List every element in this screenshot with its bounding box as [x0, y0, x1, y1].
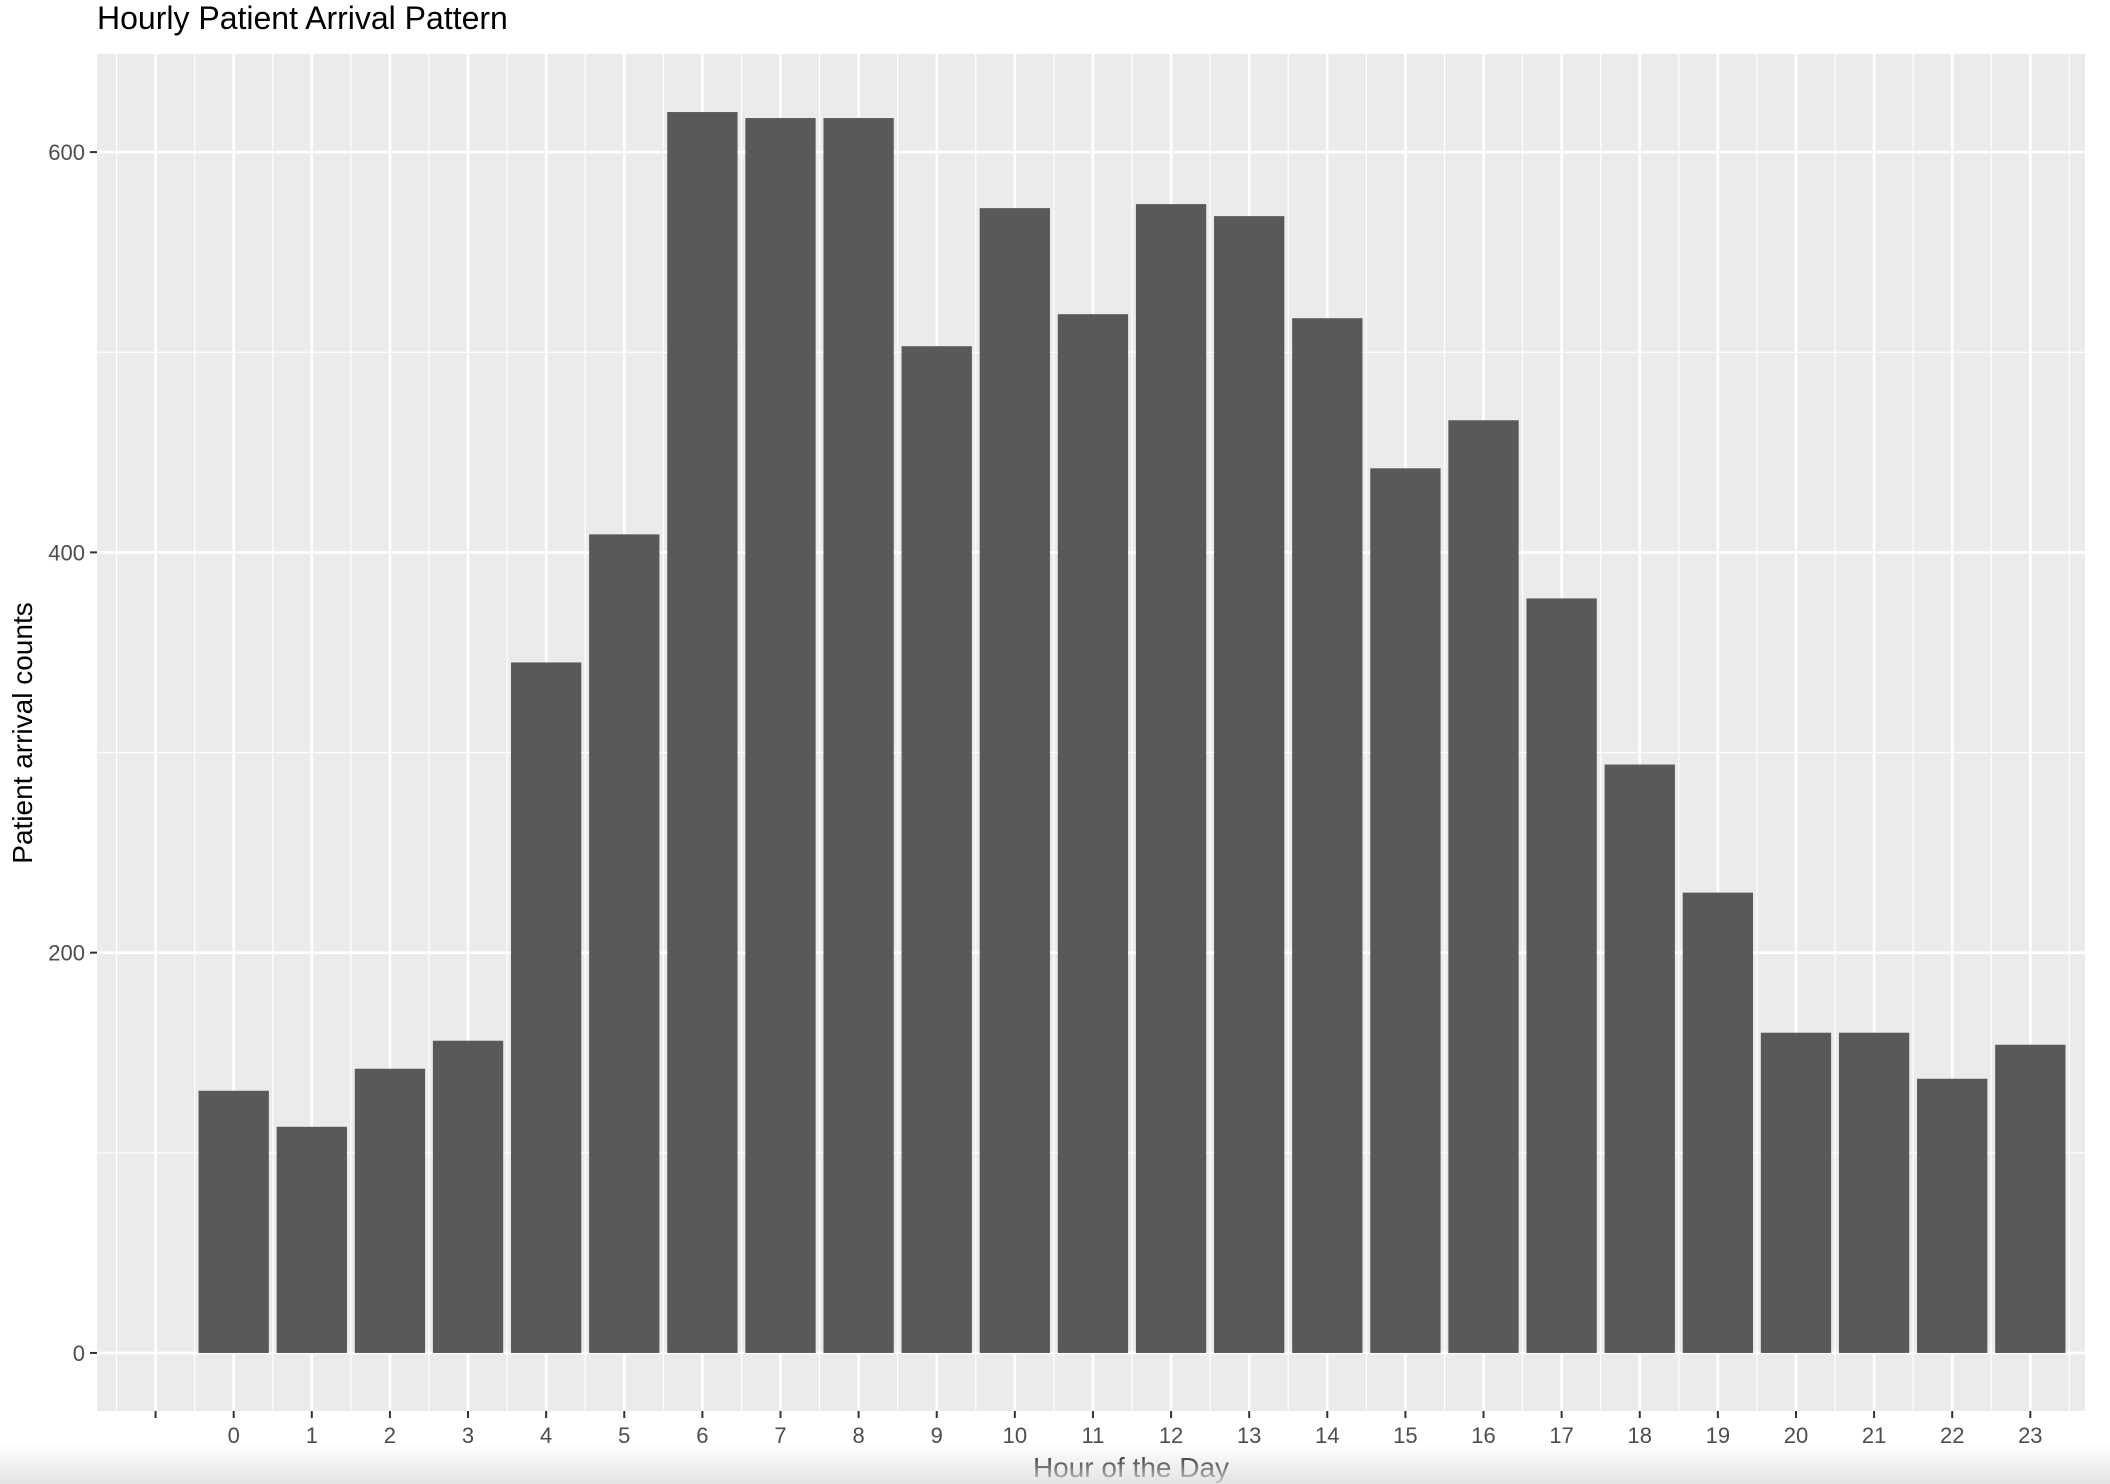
bar-hour-4 — [511, 662, 582, 1353]
x-tick-label: 21 — [1862, 1423, 1886, 1448]
x-tick-label: 9 — [931, 1423, 943, 1448]
x-tick-label: 18 — [1628, 1423, 1652, 1448]
y-axis-ticks: 0 200 400 600 — [48, 140, 97, 1366]
bar-hour-18 — [1604, 764, 1675, 1353]
y-axis-title: Patient arrival counts — [7, 602, 38, 863]
x-tick-label: 3 — [462, 1423, 474, 1448]
x-tick-label: 23 — [2018, 1423, 2042, 1448]
x-axis-ticks: 0 1 2 3 4 5 6 7 8 9 10 11 12 13 14 15 16 17 18 19 20 21 22 23 — [154, 1411, 2043, 1448]
bar-hour-1 — [276, 1126, 347, 1353]
x-tick-label: 12 — [1159, 1423, 1183, 1448]
minor-gridlines — [97, 54, 2085, 1411]
x-tick-label: 5 — [618, 1423, 630, 1448]
bar-hour-14 — [1292, 318, 1363, 1353]
chart-title: Hourly Patient Arrival Pattern — [97, 0, 508, 36]
y-tick-label: 600 — [48, 140, 85, 165]
bar-hour-12 — [1135, 204, 1207, 1353]
bar-hour-11 — [1057, 314, 1129, 1353]
y-tick-label: 400 — [48, 540, 85, 565]
x-tick-label: 17 — [1549, 1423, 1573, 1448]
x-tick-label: 11 — [1082, 1423, 1105, 1448]
bar-hour-10 — [979, 208, 1050, 1353]
x-tick-label: 22 — [1940, 1423, 1964, 1448]
x-tick-label: 13 — [1237, 1423, 1261, 1448]
y-tick-label: 0 — [73, 1341, 85, 1366]
bar-hour-3 — [432, 1040, 504, 1353]
x-tick-label: 0 — [228, 1423, 240, 1448]
x-tick-label: 2 — [384, 1423, 396, 1448]
x-tick-label: 4 — [540, 1423, 552, 1448]
x-tick-label: 8 — [852, 1423, 864, 1448]
bar-hour-6 — [667, 112, 738, 1353]
x-tick-label: 16 — [1471, 1423, 1495, 1448]
bar-hour-0 — [198, 1090, 269, 1353]
bars — [198, 112, 2066, 1353]
x-tick-label: 1 — [306, 1423, 318, 1448]
x-axis-title: Hour of the Day — [1033, 1452, 1229, 1483]
bar-hour-7 — [745, 118, 816, 1353]
bar-hour-21 — [1838, 1032, 1910, 1353]
x-tick-label: 14 — [1315, 1423, 1339, 1448]
bar-hour-5 — [589, 534, 660, 1353]
x-tick-label: 19 — [1706, 1423, 1730, 1448]
bar-hour-2 — [354, 1068, 426, 1353]
y-tick-label: 200 — [48, 941, 85, 966]
bar-hour-20 — [1760, 1032, 1832, 1353]
x-tick-label: 20 — [1784, 1423, 1808, 1448]
x-tick-label: 6 — [696, 1423, 708, 1448]
bar-hour-8 — [823, 118, 894, 1353]
bar-hour-17 — [1526, 598, 1597, 1353]
x-tick-label: 15 — [1393, 1423, 1417, 1448]
bar-hour-16 — [1448, 420, 1519, 1353]
bar-hour-15 — [1370, 468, 1441, 1353]
bar-hour-22 — [1917, 1078, 1988, 1353]
bar-hour-19 — [1682, 892, 1754, 1353]
x-tick-label: 7 — [774, 1423, 786, 1448]
bar-hour-9 — [901, 346, 972, 1353]
x-tick-label: 10 — [1003, 1423, 1027, 1448]
bar-hour-23 — [1995, 1044, 2066, 1353]
bar-hour-13 — [1214, 216, 1285, 1353]
